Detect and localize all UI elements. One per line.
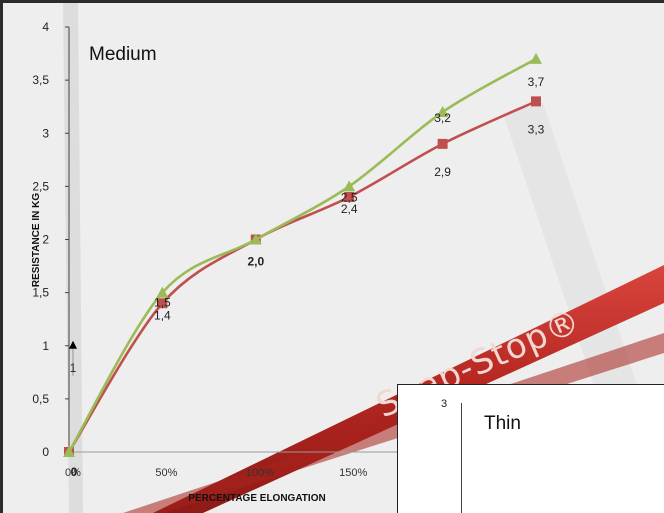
annotation-marker (69, 340, 77, 349)
y-tick-label: 4 (42, 20, 49, 34)
series-line-1 (67, 100, 537, 453)
series-2-data-label: 2,5 (341, 190, 358, 204)
y-tick-label: 3,5 (32, 73, 49, 87)
inset-y-tick: 3 (441, 398, 448, 410)
x-axis-title: PERCENTAGE ELONGATION (188, 493, 325, 504)
inset-y-axis (461, 403, 462, 513)
x-tick-label: 50% (155, 467, 177, 479)
x-tick-label: 0% (65, 467, 81, 479)
series-2-data-label: 3,2 (434, 111, 451, 125)
series-2-point (530, 52, 542, 64)
series-2-point (63, 446, 75, 457)
y-tick-label: 1,5 (32, 286, 49, 300)
annotation-label: 1 (70, 361, 77, 375)
medium-chart: Snap-Stop® 0 0,5 1 1,5 2 2,5 3 3,5 4 0% 50% 100% 150… (3, 3, 664, 513)
y-tick-label: 1 (42, 339, 49, 353)
chart-title: Medium (89, 44, 157, 65)
origin-data-label: 0 (71, 465, 78, 479)
y-axis-title: RESISTANCE IN KG (31, 193, 42, 287)
y-tick-label: 0 (42, 445, 49, 459)
background-photo: Snap-Stop® (3, 3, 664, 513)
series-2-data-label: 3,7 (528, 75, 545, 89)
thin-chart-inset: 3 Thin (397, 384, 664, 513)
series-1-point (531, 96, 541, 107)
series-1-data-label: 2,9 (434, 165, 451, 179)
series-1-data-label: 1,4 (154, 308, 171, 322)
x-tick-label: 150% (339, 467, 367, 479)
y-tick-label: 2,5 (32, 179, 49, 193)
series-2-data-label: 2,0 (247, 255, 264, 269)
y-tick-label: 3 (42, 126, 49, 140)
series-2-point (343, 180, 356, 192)
chart-frame: Snap-Stop® 0 0,5 1 1,5 2 2,5 3 3,5 4 0% 50% 100% 150… (3, 3, 664, 513)
series-layer (63, 52, 542, 457)
series-1-point (437, 138, 448, 149)
series-2-point (436, 106, 449, 117)
series-1-data-label: 3,3 (528, 122, 545, 136)
series-2-data-label: 1,5 (154, 296, 171, 310)
series-1-point (344, 192, 355, 202)
series-1-point (157, 298, 168, 309)
series-2-point (249, 233, 262, 245)
inset-chart-title: Thin (484, 413, 521, 434)
data-labels: 1,4 2,4 2,9 3,3 1,5 2,0 2,5 3,2 3,7 0 1 (69, 75, 545, 479)
y-tick-label: 2 (42, 233, 49, 247)
y-tick-label: 0,5 (32, 392, 49, 406)
series-line-2 (67, 57, 537, 453)
x-tick-label: 100% (246, 467, 274, 479)
series-2-point (156, 286, 169, 298)
series-1-data-label: 2,4 (341, 202, 358, 216)
